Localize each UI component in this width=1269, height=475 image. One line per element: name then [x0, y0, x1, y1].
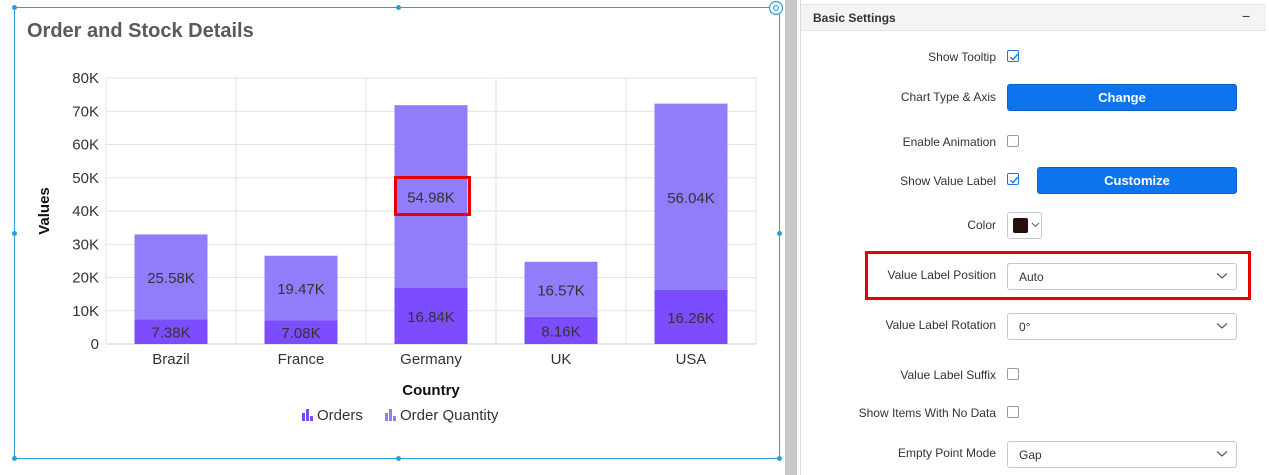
data-label: 8.16K [541, 323, 580, 340]
value-label-position-value: Auto [1019, 270, 1044, 284]
x-tick-label: Brazil [152, 351, 190, 368]
settings-section-header[interactable]: Basic Settings − [801, 4, 1266, 31]
resize-handle-bottom[interactable] [396, 456, 401, 461]
bar-order-quantity [134, 234, 208, 320]
data-label: 56.04K [667, 190, 715, 207]
data-label: 16.57K [537, 282, 585, 299]
legend-bar-icon [302, 413, 305, 421]
empty-point-mode-dropdown[interactable]: Gap [1007, 441, 1237, 468]
value-label-suffix-checkbox[interactable] [1007, 368, 1019, 380]
show-items-no-data-checkbox[interactable] [1007, 406, 1019, 418]
checkmark-icon [1010, 53, 1019, 61]
chevron-down-icon [1216, 273, 1228, 279]
y-tick-label: 20K [72, 270, 99, 287]
bar-order-quantity [654, 103, 728, 290]
show-tooltip-label: Show Tooltip [928, 50, 996, 64]
enable-animation-checkbox[interactable] [1007, 135, 1019, 147]
y-tick-label: 30K [72, 236, 99, 253]
value-label-position-dropdown[interactable]: Auto [1007, 263, 1237, 290]
y-tick-label: 50K [72, 170, 99, 187]
bar-order-quantity [524, 261, 598, 317]
settings-section-title: Basic Settings [813, 11, 896, 25]
value-label-position-label: Value Label Position [887, 268, 996, 282]
data-label: 25.58K [147, 270, 195, 287]
legend-item-order-quantity[interactable]: Order Quantity [385, 407, 499, 424]
enable-animation-label: Enable Animation [902, 135, 996, 149]
data-label: 7.38K [151, 325, 190, 342]
empty-point-mode-value: Gap [1019, 448, 1042, 462]
bar-orders [134, 319, 208, 344]
chevron-down-icon [1216, 323, 1228, 329]
y-tick-label: 60K [72, 137, 99, 154]
x-tick-label: USA [676, 351, 707, 368]
bar-orders [394, 288, 468, 344]
resize-handle-bottom-left[interactable] [12, 456, 17, 461]
y-tick-label: 40K [72, 203, 99, 220]
legend-bar-icon [310, 416, 313, 421]
chevron-down-icon [1031, 222, 1040, 228]
x-tick-label: France [278, 351, 325, 368]
y-tick-label: 80K [72, 70, 99, 87]
settings-panel: Basic Settings − Show Tooltip Chart Type… [800, 0, 1269, 475]
chart-type-axis-label: Chart Type & Axis [900, 90, 996, 104]
data-label: 54.98K [407, 190, 455, 207]
value-label-position-highlight [865, 251, 1251, 300]
y-tick-label: 0 [91, 336, 99, 353]
color-label: Color [967, 218, 996, 232]
y-axis-title: Values [36, 187, 53, 235]
change-button[interactable]: Change [1007, 84, 1237, 111]
x-tick-label: Germany [400, 351, 462, 368]
legend-bar-icon [306, 409, 309, 421]
legend-label: Order Quantity [400, 407, 499, 424]
y-tick-label: 10K [72, 303, 99, 320]
color-picker[interactable] [1007, 212, 1042, 239]
empty-point-mode-label: Empty Point Mode [897, 446, 996, 460]
resize-handle-bottom-right[interactable] [777, 456, 782, 461]
resize-handle-top[interactable] [396, 5, 401, 10]
collapse-icon[interactable]: − [1242, 8, 1251, 24]
resize-handle-right[interactable] [777, 231, 782, 236]
value-label-suffix-label: Value Label Suffix [900, 368, 996, 382]
data-label: 7.08K [281, 325, 320, 342]
chevron-down-icon [1216, 451, 1228, 457]
data-label: 16.84K [407, 309, 455, 326]
data-label: 19.47K [277, 281, 325, 298]
panel-splitter[interactable] [785, 0, 797, 475]
chart-title: Order and Stock Details [27, 20, 254, 42]
y-tick-label: 70K [72, 103, 99, 120]
bar-orders [654, 289, 728, 344]
legend-item-orders[interactable]: Orders [302, 407, 363, 424]
resize-handle-left[interactable] [12, 231, 17, 236]
bar-chart: 0 10K 20K 30K 40K 50K 60K 70K 80K 7.38K 25.58K Braz… [36, 70, 757, 424]
show-value-label-label: Show Value Label [900, 174, 996, 188]
show-value-label-checkbox[interactable] [1007, 173, 1019, 185]
value-label-highlight [394, 176, 471, 216]
value-label-rotation-value: 0° [1019, 320, 1031, 334]
bar-orders [524, 316, 598, 344]
data-label: 16.26K [667, 310, 715, 327]
value-label-rotation-dropdown[interactable]: 0° [1007, 313, 1237, 340]
legend-bar-icon [393, 416, 396, 421]
gear-icon[interactable] [768, 0, 784, 16]
legend-label: Orders [317, 407, 363, 424]
x-axis-title: Country [402, 382, 460, 399]
color-swatch [1013, 218, 1028, 233]
bar-orders [264, 320, 338, 344]
legend-bar-icon [389, 409, 392, 421]
checkmark-icon [1010, 176, 1019, 184]
legend-bar-icon [385, 413, 388, 421]
x-tick-label: UK [551, 351, 572, 368]
show-items-no-data-label: Show Items With No Data [858, 406, 996, 420]
chart-widget[interactable]: Order and Stock Details 0 10K 20K 30K 40K 50K… [12, 5, 782, 461]
resize-handle-top-left[interactable] [12, 5, 17, 10]
value-label-rotation-label: Value Label Rotation [885, 318, 996, 332]
bar-order-quantity [394, 105, 468, 289]
show-tooltip-checkbox[interactable] [1007, 50, 1019, 62]
bar-order-quantity [264, 255, 338, 321]
customize-button[interactable]: Customize [1037, 167, 1237, 194]
